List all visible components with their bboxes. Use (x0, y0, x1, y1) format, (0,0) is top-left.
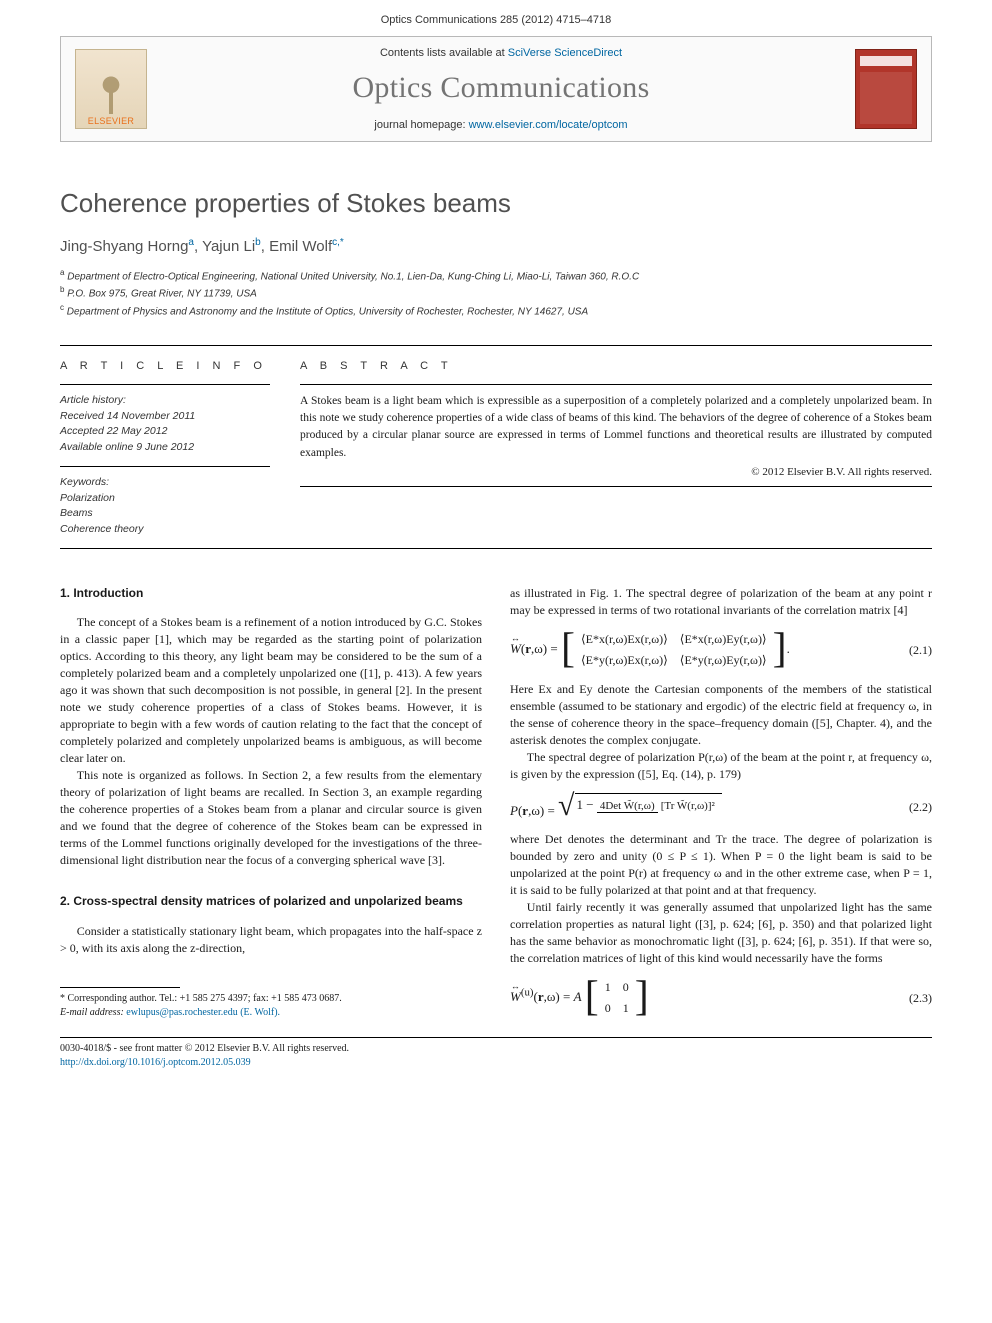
left-column: 1. Introduction The concept of a Stokes … (60, 585, 482, 1029)
online-date: Available online 9 June 2012 (60, 440, 270, 456)
author-mark: c,* (332, 237, 344, 248)
divider (60, 466, 270, 467)
elsevier-tree-icon (85, 64, 137, 116)
equation-number: (2.1) (909, 642, 932, 659)
paragraph: Consider a statistically stationary ligh… (60, 923, 482, 957)
divider (60, 384, 270, 385)
affiliation: c Department of Physics and Astronomy an… (60, 302, 932, 319)
journal-homepage-line: journal homepage: www.elsevier.com/locat… (161, 119, 841, 131)
journal-cover-thumb (855, 49, 917, 129)
elsevier-logo: ELSEVIER (75, 49, 147, 129)
matrix-cell: 1 (599, 977, 617, 998)
affil-text: P.O. Box 975, Great River, NY 11739, USA (67, 289, 257, 300)
email-link[interactable]: ewlupus@pas.rochester.edu (E. Wolf). (126, 1007, 280, 1018)
footnotes: * Corresponding author. Tel.: +1 585 275… (60, 992, 482, 1020)
paragraph: Until fairly recently it was generally a… (510, 899, 932, 967)
matrix-cell: 0 (617, 977, 635, 998)
running-header: Optics Communications 285 (2012) 4715–47… (0, 0, 992, 30)
author-mark: a (188, 237, 194, 248)
matrix-cell: 1 (617, 998, 635, 1019)
section-1-title: 1. Introduction (60, 585, 482, 602)
equation-number: (2.2) (909, 799, 932, 816)
keyword: Beams (60, 506, 270, 522)
equation-number: (2.3) (909, 990, 932, 1007)
affil-mark: a (60, 268, 64, 277)
divider (300, 384, 932, 385)
paragraph: where Det denotes the determinant and Tr… (510, 831, 932, 899)
affiliation: b P.O. Box 975, Great River, NY 11739, U… (60, 284, 932, 301)
paragraph: Here Ex and Ey denote the Cartesian comp… (510, 681, 932, 749)
abstract: A B S T R A C T A Stokes beam is a light… (300, 360, 932, 538)
article-title: Coherence properties of Stokes beams (60, 188, 932, 219)
keywords-block: Keywords: Polarization Beams Coherence t… (60, 475, 270, 538)
author: Jing-Shyang Horng (60, 238, 188, 255)
email-line: E-mail address: ewlupus@pas.rochester.ed… (60, 1006, 482, 1020)
elsevier-label: ELSEVIER (88, 116, 134, 126)
journal-banner: ELSEVIER Contents lists available at Sci… (60, 36, 932, 142)
author: Emil Wolf (269, 238, 332, 255)
article-info: A R T I C L E I N F O Article history: R… (60, 360, 270, 538)
affil-mark: b (60, 285, 64, 294)
equation-body: ↔W(u)(r,ω) = A [ 10 01 ] (510, 977, 909, 1019)
history-label: Article history: (60, 393, 270, 409)
banner-center: Contents lists available at SciVerse Sci… (161, 47, 841, 131)
paragraph: as illustrated in Fig. 1. The spectral d… (510, 585, 932, 619)
abstract-copyright: © 2012 Elsevier B.V. All rights reserved… (300, 466, 932, 478)
accepted-date: Accepted 22 May 2012 (60, 424, 270, 440)
matrix-cell: ⟨E*y(r,ω)Ey(r,ω)⟩ (674, 650, 773, 671)
right-column: as illustrated in Fig. 1. The spectral d… (510, 585, 932, 1029)
article-history: Article history: Received 14 November 20… (60, 393, 270, 456)
author: Yajun Li (202, 238, 255, 255)
info-abstract-row: A R T I C L E I N F O Article history: R… (0, 346, 992, 538)
paragraph: The spectral degree of polarization P(r,… (510, 749, 932, 783)
footnote-rule (60, 987, 180, 988)
matrix-cell: ⟨E*y(r,ω)Ex(r,ω)⟩ (575, 650, 674, 671)
affil-text: Department of Physics and Astronomy and … (67, 306, 588, 317)
matrix-cell: 0 (599, 998, 617, 1019)
email-label: E-mail address: (60, 1007, 124, 1018)
title-block: Coherence properties of Stokes beams Jin… (0, 142, 992, 329)
equation-2-3: ↔W(u)(r,ω) = A [ 10 01 ] (2.3) (510, 977, 932, 1019)
journal-title: Optics Communications (161, 71, 841, 105)
homepage-prefix: journal homepage: (374, 119, 468, 131)
abstract-head: A B S T R A C T (300, 360, 932, 372)
equation-2-1: ↔W(r,ω) = [ ⟨E*x(r,ω)Ex(r,ω)⟩⟨E*x(r,ω)Ey… (510, 629, 932, 671)
contents-line: Contents lists available at SciVerse Sci… (161, 47, 841, 59)
equation-2-2: P(r,ω) = √1 − 4Det W̃(r,ω)[Tr W̃(r,ω)]² … (510, 793, 932, 820)
matrix-cell: ⟨E*x(r,ω)Ex(r,ω)⟩ (575, 629, 674, 650)
abstract-text: A Stokes beam is a light beam which is e… (300, 393, 932, 462)
paragraph: This note is organized as follows. In Se… (60, 767, 482, 869)
divider (300, 486, 932, 487)
keyword: Polarization (60, 491, 270, 507)
affiliations: a Department of Electro-Optical Engineer… (60, 267, 932, 319)
author-mark: b (255, 237, 261, 248)
doi-link[interactable]: http://dx.doi.org/10.1016/j.optcom.2012.… (60, 1057, 251, 1068)
article-info-head: A R T I C L E I N F O (60, 360, 270, 372)
body-columns: 1. Introduction The concept of a Stokes … (0, 549, 992, 1029)
paragraph: The concept of a Stokes beam is a refine… (60, 614, 482, 767)
keyword: Coherence theory (60, 522, 270, 538)
homepage-link[interactable]: www.elsevier.com/locate/optcom (469, 119, 628, 131)
fraction-numerator: 4Det W̃(r,ω) (597, 800, 658, 813)
corresponding-author: * Corresponding author. Tel.: +1 585 275… (60, 992, 482, 1006)
sciencedirect-link[interactable]: SciVerse ScienceDirect (508, 47, 622, 59)
received-date: Received 14 November 2011 (60, 409, 270, 425)
equation-body: P(r,ω) = √1 − 4Det W̃(r,ω)[Tr W̃(r,ω)]² (510, 793, 909, 820)
equation-body: ↔W(r,ω) = [ ⟨E*x(r,ω)Ex(r,ω)⟩⟨E*x(r,ω)Ey… (510, 629, 909, 671)
keywords-label: Keywords: (60, 475, 270, 491)
author-list: Jing-Shyang Hornga, Yajun Lib, Emil Wolf… (60, 237, 932, 255)
footer-left: 0030-4018/$ - see front matter © 2012 El… (60, 1042, 349, 1070)
affiliation: a Department of Electro-Optical Engineer… (60, 267, 932, 284)
section-2-title: 2. Cross-spectral density matrices of po… (60, 893, 482, 910)
affil-mark: c (60, 303, 64, 312)
fraction-denominator: [Tr W̃(r,ω)]² (658, 800, 718, 812)
footer-copyright: 0030-4018/$ - see front matter © 2012 El… (60, 1042, 349, 1056)
page-footer: 0030-4018/$ - see front matter © 2012 El… (0, 1038, 992, 1090)
matrix-cell: ⟨E*x(r,ω)Ey(r,ω)⟩ (674, 629, 773, 650)
affil-text: Department of Electro-Optical Engineerin… (67, 271, 639, 282)
contents-prefix: Contents lists available at (380, 47, 508, 59)
